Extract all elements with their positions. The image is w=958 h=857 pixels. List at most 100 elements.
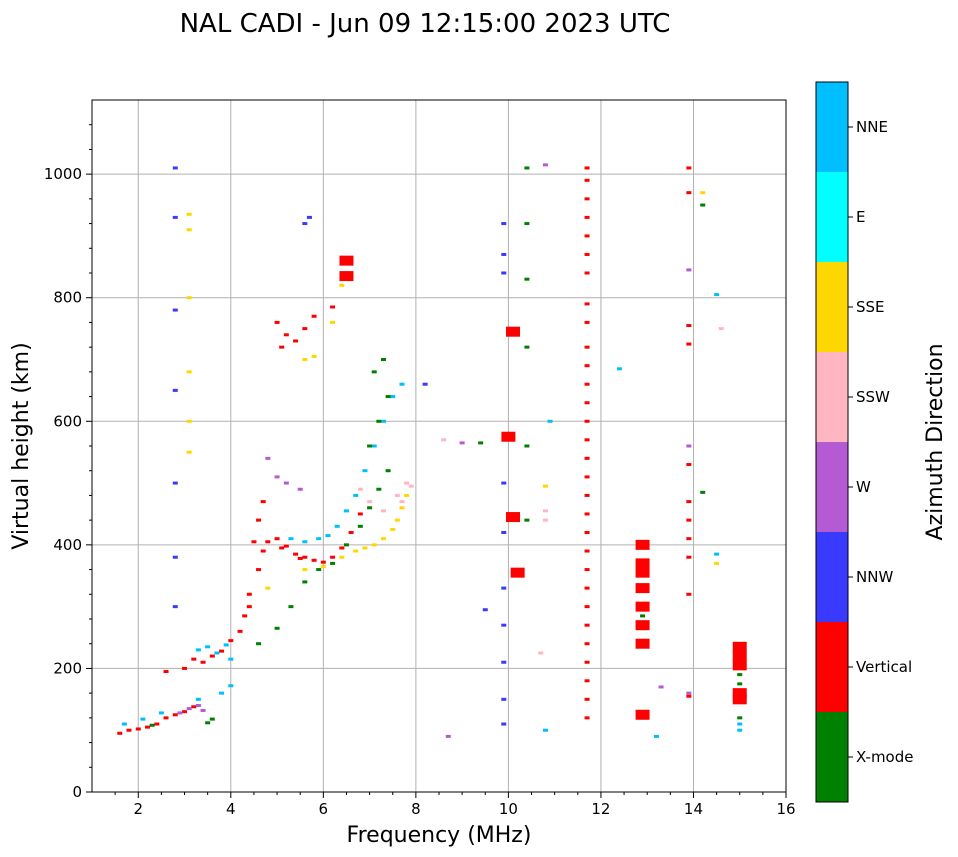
echo-point-sse	[700, 191, 706, 195]
echo-point-nnw	[172, 166, 178, 170]
echo-point-vertical	[228, 639, 234, 643]
echo-point-nne	[653, 734, 659, 738]
x-tick-label: 16	[776, 800, 795, 818]
echo-point-x-mode	[524, 518, 530, 522]
echo-points	[117, 163, 747, 738]
echo-point-ssw	[718, 327, 724, 331]
echo-point-vertical	[584, 166, 590, 170]
echo-point-nnw	[501, 481, 507, 485]
echo-point-sse	[186, 228, 192, 232]
x-tick-label: 8	[411, 800, 421, 818]
echo-point-nne	[195, 697, 201, 701]
echo-point-nnw	[501, 222, 507, 226]
echo-point-vertical	[302, 327, 308, 331]
echo-point-nne	[334, 524, 340, 528]
echo-point-vertical	[635, 539, 650, 550]
echo-point-nne	[714, 293, 720, 297]
echo-point-ssw	[538, 651, 544, 655]
echo-point-vertical	[279, 546, 285, 550]
echo-point-vertical	[584, 438, 590, 442]
echo-point-x-mode	[640, 614, 646, 618]
x-axis-label: Frequency (MHz)	[347, 823, 532, 848]
echo-point-x-mode	[288, 605, 294, 609]
echo-point-w	[274, 475, 280, 479]
echo-point-vertical	[200, 660, 206, 664]
y-tick-label: 0	[72, 783, 82, 801]
echo-point-vertical	[686, 518, 692, 522]
echo-point-nne	[316, 537, 322, 541]
echo-point-sse	[390, 527, 396, 531]
colorbar-label: NNE	[856, 118, 888, 136]
echo-point-vertical	[172, 713, 178, 717]
echo-point-vertical	[635, 583, 650, 594]
echo-point-nnw	[172, 388, 178, 392]
echo-point-ssw	[367, 500, 373, 504]
echo-point-x-mode	[385, 395, 391, 399]
echo-point-vertical	[145, 725, 151, 729]
echo-point-nnw	[501, 623, 507, 627]
echo-point-w	[297, 487, 303, 491]
echo-point-w	[177, 711, 183, 715]
echo-point-w	[686, 444, 692, 448]
echo-point-ssw	[542, 509, 548, 513]
echo-point-vertical	[686, 500, 692, 504]
colorbar-label: X-mode	[856, 748, 913, 766]
echo-point-vertical	[635, 601, 650, 612]
echo-point-nne	[140, 717, 146, 721]
echo-point-vertical	[584, 382, 590, 386]
echo-point-vertical	[584, 401, 590, 405]
echo-point-sse	[404, 493, 410, 497]
echo-point-vertical	[686, 463, 692, 467]
echo-point-x-mode	[385, 469, 391, 473]
echo-point-vertical	[584, 531, 590, 534]
echo-point-x-mode	[371, 370, 377, 374]
echo-point-vertical	[274, 320, 280, 324]
echo-point-nne	[737, 728, 743, 732]
echo-point-vertical	[293, 339, 299, 343]
echo-point-nne	[325, 534, 331, 538]
echo-point-vertical	[191, 657, 197, 661]
echo-point-vertical	[297, 556, 303, 560]
echo-point-x-mode	[376, 419, 382, 423]
echo-point-vertical	[237, 629, 243, 633]
echo-point-nne	[228, 657, 234, 661]
echo-point-x-mode	[302, 580, 308, 584]
echo-point-vertical	[635, 638, 650, 649]
echo-point-x-mode	[737, 673, 743, 677]
echo-point-sse	[362, 546, 368, 550]
echo-point-nne	[353, 493, 359, 497]
echo-point-vertical	[584, 568, 590, 572]
echo-point-sse	[186, 212, 192, 216]
echo-point-nnw	[501, 252, 507, 256]
colorbar-segment	[816, 532, 848, 622]
echo-point-ssw	[399, 500, 405, 504]
echo-point-nnw	[172, 308, 178, 312]
echo-point-vertical	[584, 605, 590, 609]
echo-point-vertical	[686, 592, 692, 596]
echo-point-vertical	[219, 649, 225, 653]
echo-point-x-mode	[316, 568, 322, 572]
echo-point-vertical	[246, 605, 252, 609]
echo-point-nnw	[482, 608, 488, 612]
echo-point-vertical	[686, 166, 692, 170]
echo-point-sse	[714, 561, 720, 565]
colorbar-label: E	[856, 208, 865, 226]
echo-point-x-mode	[700, 490, 706, 494]
echo-point-vertical	[584, 215, 590, 219]
y-tick-label: 200	[53, 659, 82, 677]
echo-point-x-mode	[737, 716, 743, 720]
colorbar-segment	[816, 352, 848, 442]
echo-point-vertical	[732, 688, 747, 699]
echo-point-sse	[394, 518, 400, 522]
x-tick-label: 12	[591, 800, 610, 818]
echo-point-vertical	[246, 592, 252, 596]
echo-point-vertical	[311, 314, 317, 318]
colorbar-title: Azimuth Direction	[923, 343, 948, 540]
echo-point-sse	[339, 283, 345, 287]
x-tick-label: 14	[684, 800, 703, 818]
echo-point-vertical	[357, 512, 363, 516]
echo-point-x-mode	[478, 441, 484, 445]
echo-point-vertical	[635, 567, 650, 578]
echo-point-vertical	[283, 333, 289, 337]
echo-point-vertical	[501, 431, 516, 442]
